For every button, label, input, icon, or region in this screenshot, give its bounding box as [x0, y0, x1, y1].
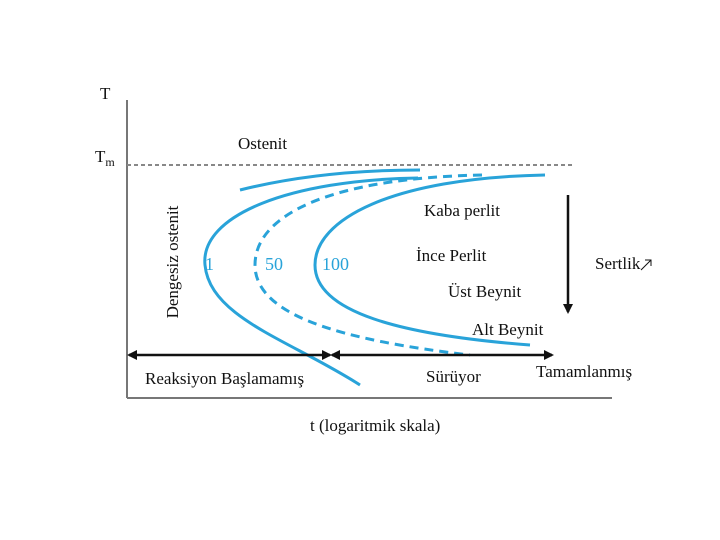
- tm-base: T: [95, 147, 106, 166]
- tm-label: Tm: [95, 147, 115, 169]
- curve-1: [203, 176, 419, 387]
- curve-label: 1: [205, 254, 214, 274]
- hardness-icon: [640, 259, 652, 271]
- curves: [203, 168, 546, 387]
- region-label: Üst Beynit: [448, 282, 521, 301]
- curve-label: 100: [322, 254, 349, 274]
- side-label: Dengesiz ostenit: [163, 205, 182, 318]
- region-label: Alt Beynit: [472, 320, 544, 339]
- region-label: İnce Perlit: [416, 246, 487, 265]
- x-axis-label: t (logaritmik skala): [310, 416, 440, 435]
- y-axis-label: T: [100, 84, 111, 103]
- curve-top: [239, 168, 421, 192]
- stage-label: Tamamlanmış: [536, 362, 632, 381]
- curve-50: [253, 173, 483, 357]
- region-label: Ostenit: [238, 134, 287, 153]
- hardness-label: Sertlik: [595, 254, 641, 273]
- region-label: Kaba perlit: [424, 201, 500, 220]
- curve-label: 50: [265, 254, 283, 274]
- stage-label: Reaksiyon Başlamamış: [145, 369, 304, 388]
- curve-100: [313, 173, 546, 347]
- tm-sub: m: [105, 155, 115, 169]
- stage-label: Sürüyor: [426, 367, 481, 386]
